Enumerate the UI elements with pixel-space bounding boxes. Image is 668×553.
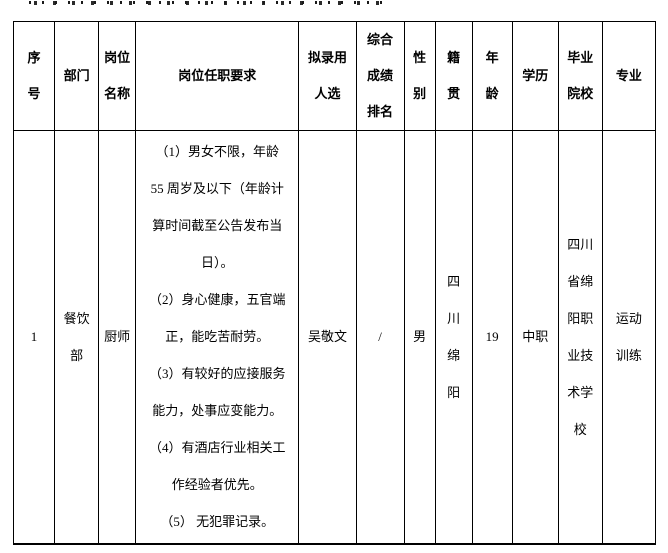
cell-education: 中职 xyxy=(511,130,559,544)
header-requirements: 岗位任职要求 xyxy=(135,21,300,131)
cell-gender: 男 xyxy=(403,130,436,544)
cell-school: 四川 省绵 阳职 业技 术学校 xyxy=(557,130,603,544)
header-position-name: 岗位 名称 xyxy=(98,21,137,131)
recruitment-table: 序号 部门 岗位 名称 岗位任职要求 拟录用 人选 综合 成绩 排名 性别 籍贯 年龄 … xyxy=(12,21,657,545)
header-education: 学历 xyxy=(511,21,559,131)
header-candidate: 拟录用 人选 xyxy=(298,21,357,131)
header-native-place: 籍贯 xyxy=(434,21,473,131)
header-major: 专业 xyxy=(601,21,657,131)
header-index: 序号 xyxy=(12,21,56,131)
header-department: 部门 xyxy=(54,21,100,131)
cell-department: 餐饮部 xyxy=(54,130,100,544)
cell-native-place: 四川绵阳 xyxy=(434,130,473,544)
cell-major: 运动 训练 xyxy=(601,130,657,544)
header-score-rank: 综合 成绩 排名 xyxy=(355,21,405,131)
cell-score-rank: / xyxy=(355,130,405,544)
clipped-top-text-fragment xyxy=(29,1,387,5)
cell-position-name: 厨师 xyxy=(98,130,137,544)
table-row: 1 餐饮部 厨师 （1）男女不限，年龄 55 周岁及以下（年龄计 算时间截至公告发布… xyxy=(12,130,657,544)
cell-index: 1 xyxy=(12,130,56,544)
header-age: 年龄 xyxy=(471,21,513,131)
header-gender: 性别 xyxy=(403,21,436,131)
header-school: 毕业 院校 xyxy=(557,21,603,131)
table-header-row: 序号 部门 岗位 名称 岗位任职要求 拟录用 人选 综合 成绩 排名 性别 籍贯 年龄 … xyxy=(12,21,657,131)
cell-candidate: 吴敬文 xyxy=(298,130,357,544)
cell-age: 19 xyxy=(471,130,513,544)
cell-requirements: （1）男女不限，年龄 55 周岁及以下（年龄计 算时间截至公告发布当 日）。 （2）身心… xyxy=(135,130,300,544)
